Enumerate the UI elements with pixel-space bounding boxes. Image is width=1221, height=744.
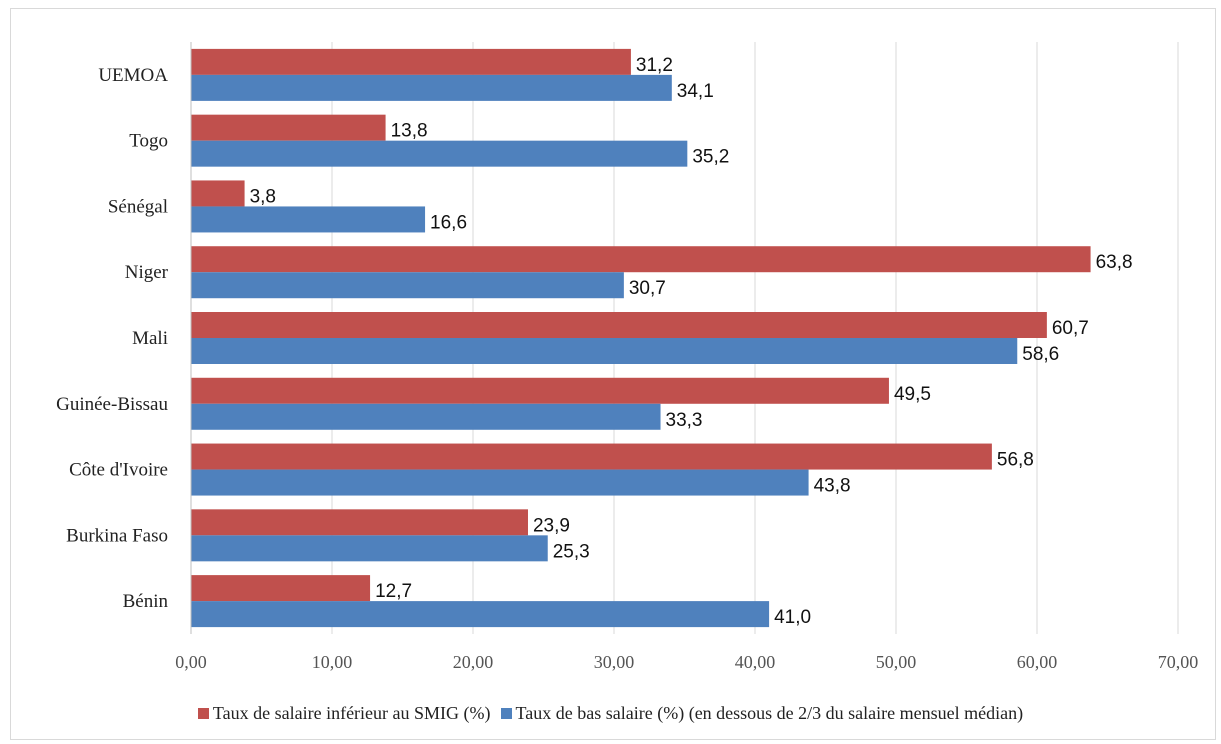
bar (191, 246, 1091, 273)
data-label: 31,2 (636, 55, 673, 76)
data-label: 23,9 (533, 515, 570, 536)
data-label: 56,8 (997, 450, 1034, 471)
data-label: 43,8 (814, 476, 851, 497)
bar (191, 575, 371, 602)
bar (191, 403, 661, 430)
bar (191, 180, 245, 207)
category-label: Guinée-Bissau (56, 394, 168, 415)
legend-label: Taux de salaire inférieur au SMIG (%) (212, 703, 491, 723)
data-label: 63,8 (1096, 252, 1133, 273)
category-label: Burkina Faso (66, 525, 168, 546)
category-label: Bénin (123, 591, 169, 612)
category-label: Côte d'Ivoire (69, 460, 168, 481)
bar (191, 443, 992, 470)
bar (191, 272, 624, 299)
legend-item: Taux de bas salaire (%) (en dessous de 2… (500, 703, 1024, 724)
data-label: 13,8 (391, 121, 428, 142)
data-label: 30,7 (629, 278, 666, 299)
legend-label: Taux de bas salaire (%) (en dessous de 2… (515, 703, 1024, 723)
x-tick-label: 10,00 (312, 652, 353, 672)
bar (191, 535, 548, 562)
data-label: 33,3 (666, 410, 703, 431)
bar (191, 601, 770, 628)
x-tick-label: 70,00 (1158, 652, 1199, 672)
category-label: UEMOA (98, 65, 168, 86)
data-label: 25,3 (553, 541, 590, 562)
legend-swatch (197, 708, 209, 719)
legend: Taux de salaire inférieur au SMIG (%) Tau… (0, 703, 1221, 724)
category-label: Mali (132, 328, 168, 349)
data-label: 58,6 (1022, 344, 1059, 365)
legend-swatch (500, 708, 512, 719)
category-label: Niger (125, 262, 169, 283)
bar (191, 74, 672, 101)
category-label: Togo (129, 131, 168, 152)
bar (191, 338, 1018, 364)
data-label: 35,2 (692, 147, 729, 168)
bar (191, 312, 1047, 338)
bar (191, 469, 809, 496)
data-label: 60,7 (1052, 318, 1089, 339)
x-tick-label: 40,00 (735, 652, 776, 672)
legend-item: Taux de salaire inférieur au SMIG (%) (197, 703, 491, 724)
data-label: 16,6 (430, 212, 467, 233)
bar (191, 114, 386, 141)
x-tick-label: 20,00 (453, 652, 494, 672)
bar (191, 377, 889, 404)
data-label: 49,5 (894, 384, 931, 405)
chart-frame (10, 8, 1216, 740)
x-tick-label: 60,00 (1017, 652, 1058, 672)
x-tick-label: 50,00 (876, 652, 917, 672)
bar (191, 206, 426, 233)
data-label: 34,1 (677, 81, 714, 102)
bar (191, 509, 528, 536)
data-label: 3,8 (250, 186, 276, 207)
bar (191, 48, 631, 75)
x-tick-label: 30,00 (594, 652, 635, 672)
x-tick-label: 0,00 (175, 652, 207, 672)
data-label: 12,7 (375, 581, 412, 602)
data-label: 41,0 (774, 607, 811, 628)
bar (191, 140, 688, 167)
category-label: Sénégal (108, 196, 168, 217)
